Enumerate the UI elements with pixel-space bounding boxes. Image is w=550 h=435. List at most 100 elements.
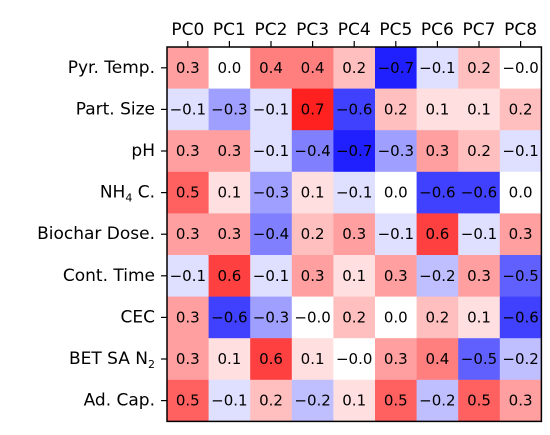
heatmap-cell [499, 255, 542, 298]
cell-value-label: 0.4 [425, 350, 449, 368]
cell-value-label: 0.2 [509, 100, 533, 118]
cell-value-label: −0.1 [502, 142, 538, 160]
cell-value-label: −0.6 [502, 308, 538, 326]
cell-value-label: 0.1 [467, 100, 491, 118]
heatmap-cell [250, 88, 293, 131]
cell-value-label: 0.4 [259, 59, 283, 77]
cell-value-label: −0.7 [336, 142, 372, 160]
cell-value-label: −0.1 [253, 267, 289, 285]
cell-value-label: −0.3 [253, 308, 289, 326]
heatmap-cell [250, 213, 293, 256]
cell-value-label: −0.5 [502, 267, 538, 285]
cell-value-label: 0.5 [176, 392, 200, 410]
cell-value-label: 0.3 [176, 350, 200, 368]
cell-value-label: 0.0 [509, 184, 533, 202]
heatmap-cell [416, 47, 459, 90]
cell-value-label: 0.0 [384, 184, 408, 202]
heatmap-cell [208, 88, 251, 131]
y-tick-label: Ad. Cap. [84, 391, 155, 411]
heatmap-cell [333, 338, 376, 381]
y-tick-label-text: Pyr. Temp. [68, 58, 155, 78]
y-tick-label-text: Part. Size [76, 99, 155, 119]
heatmap-cell [499, 296, 542, 339]
heatmap-cell [167, 213, 210, 256]
heatmap-cell [416, 171, 459, 214]
heatmap-cell [291, 255, 334, 298]
heatmap-cell [499, 88, 542, 131]
cell-value-label: 0.2 [467, 59, 491, 77]
heatmap-cell [167, 47, 210, 90]
heatmap-cell [291, 379, 334, 422]
heatmap-cell [250, 379, 293, 422]
cell-value-label: −0.1 [461, 225, 497, 243]
cell-value-label: 0.3 [509, 392, 533, 410]
heatmap-cell [499, 213, 542, 256]
y-tick-label: Cont. Time [63, 266, 155, 286]
cell-value-label: −0.7 [378, 59, 414, 77]
cell-value-label: 0.3 [509, 225, 533, 243]
cell-value-label: 0.0 [384, 308, 408, 326]
heatmap-cell [167, 296, 210, 339]
x-tick-label: PC6 [421, 20, 454, 40]
cell-value-label: 0.1 [217, 184, 241, 202]
cell-value-label: 0.7 [301, 100, 325, 118]
cell-value-label: −0.6 [419, 184, 455, 202]
cell-value-label: −0.1 [170, 267, 206, 285]
heatmap-cell [291, 296, 334, 339]
y-tick-label-text: Biochar Dose. [37, 224, 155, 244]
heatmap-cell [208, 379, 251, 422]
heatmap-cell [333, 88, 376, 131]
cell-value-label: −0.6 [336, 100, 372, 118]
y-axis-tick-labels: Pyr. Temp. Part. Size pH NH4 C. Biochar Dose… [37, 58, 155, 411]
heatmap-cell [416, 296, 459, 339]
heatmap-cell [250, 255, 293, 298]
y-tick-label: CEC [121, 307, 155, 327]
heatmap-cell [416, 338, 459, 381]
heatmap-cells [167, 47, 542, 422]
heatmap-cell [499, 130, 542, 173]
heatmap-cell [375, 379, 418, 422]
cell-value-label: 0.1 [301, 350, 325, 368]
heatmap-cell [291, 338, 334, 381]
cell-value-label: 0.3 [425, 142, 449, 160]
cell-value-label: −0.2 [419, 392, 455, 410]
y-tick-label: BET SA N2 [69, 349, 155, 371]
cell-value-label: −0.2 [419, 267, 455, 285]
cell-value-label: −0.1 [378, 225, 414, 243]
heatmap-cell [291, 130, 334, 173]
cell-value-label: −0.1 [253, 100, 289, 118]
x-tick-label: PC2 [255, 20, 288, 40]
heatmap-cell [333, 379, 376, 422]
heatmap-cell [458, 379, 501, 422]
cell-value-label: −0.3 [378, 142, 414, 160]
heatmap-cell [375, 130, 418, 173]
cell-value-label: 0.4 [301, 59, 325, 77]
cell-value-label: −0.1 [419, 59, 455, 77]
heatmap-cell [291, 88, 334, 131]
heatmap-cell [333, 171, 376, 214]
y-tick-label-text: Ad. Cap. [84, 391, 155, 411]
cell-value-label: 0.1 [342, 392, 366, 410]
heatmap-cell [291, 213, 334, 256]
y-tick-label-subscript: 4 [125, 191, 132, 204]
cell-value-label: −0.0 [502, 59, 538, 77]
heatmap-cell [250, 47, 293, 90]
cell-value-label: 0.3 [384, 350, 408, 368]
cell-value-label: 0.6 [425, 225, 449, 243]
cell-value-label: 0.5 [467, 392, 491, 410]
heatmap-cell [333, 296, 376, 339]
cell-value-label: 0.3 [176, 142, 200, 160]
heatmap-cell [167, 88, 210, 131]
heatmap-cell [416, 88, 459, 131]
heatmap-cell [499, 47, 542, 90]
cell-value-label: 0.0 [217, 59, 241, 77]
heatmap-cell [208, 213, 251, 256]
heatmap-cell [499, 171, 542, 214]
y-axis-ticks [161, 67, 167, 402]
heatmap-cell [167, 171, 210, 214]
cell-value-label: 0.1 [217, 350, 241, 368]
y-tick-label-text: CEC [121, 307, 155, 327]
cell-value-label: 0.2 [259, 392, 283, 410]
heatmap-cell [375, 255, 418, 298]
heatmap-cell [208, 338, 251, 381]
